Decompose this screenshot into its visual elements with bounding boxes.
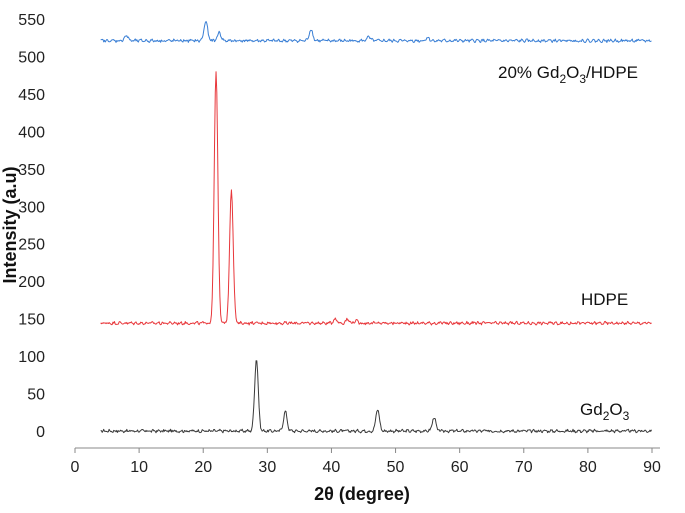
- y-ticks: 0 50 100 150 200 250 300 350 400 450 500 550: [18, 12, 45, 441]
- x-ticks: 0 10 20 30 40 50 60 70 80 90: [71, 448, 661, 476]
- x-tick-label: 20: [194, 459, 212, 476]
- y-tick-label: 0: [36, 424, 45, 441]
- y-tick-label: 400: [18, 124, 45, 141]
- series-label: 20% Gd2O3/HDPE: [498, 63, 638, 86]
- x-axis-title: 2θ (degree): [314, 484, 410, 504]
- y-tick-label: 100: [18, 349, 45, 366]
- y-tick-label: 550: [18, 12, 45, 29]
- x-tick-label: 0: [71, 459, 80, 476]
- y-tick-label: 150: [18, 312, 45, 329]
- y-tick-label: 200: [18, 274, 45, 291]
- y-tick-label: 250: [18, 237, 45, 254]
- series-labels: Gd2O3 HDPE 20% Gd2O3/HDPE: [498, 63, 638, 423]
- y-tick-label: 500: [18, 49, 45, 66]
- y-tick-label: 450: [18, 87, 45, 104]
- series-line: [100, 71, 652, 326]
- x-tick-label: 70: [515, 459, 533, 476]
- series-line: [100, 360, 652, 434]
- x-tick-label: 60: [451, 459, 469, 476]
- x-tick-label: 30: [258, 459, 276, 476]
- y-axis-title: Intensity (a.u): [0, 166, 20, 283]
- x-tick-label: 90: [643, 459, 661, 476]
- x-tick-label: 50: [387, 459, 405, 476]
- x-tick-label: 80: [579, 459, 597, 476]
- series-label: HDPE: [581, 290, 628, 309]
- series-label: Gd2O3: [580, 400, 630, 423]
- series-lines: [100, 20, 652, 434]
- y-tick-label: 350: [18, 162, 45, 179]
- x-tick-label: 10: [130, 459, 148, 476]
- plot-area: 0 10 20 30 40 50 60 70 80 90 0 50 100 150 200 250 300 35…: [18, 12, 661, 476]
- y-tick-label: 50: [27, 387, 45, 404]
- x-tick-label: 40: [323, 459, 341, 476]
- y-tick-label: 300: [18, 199, 45, 216]
- series-line: [100, 20, 652, 44]
